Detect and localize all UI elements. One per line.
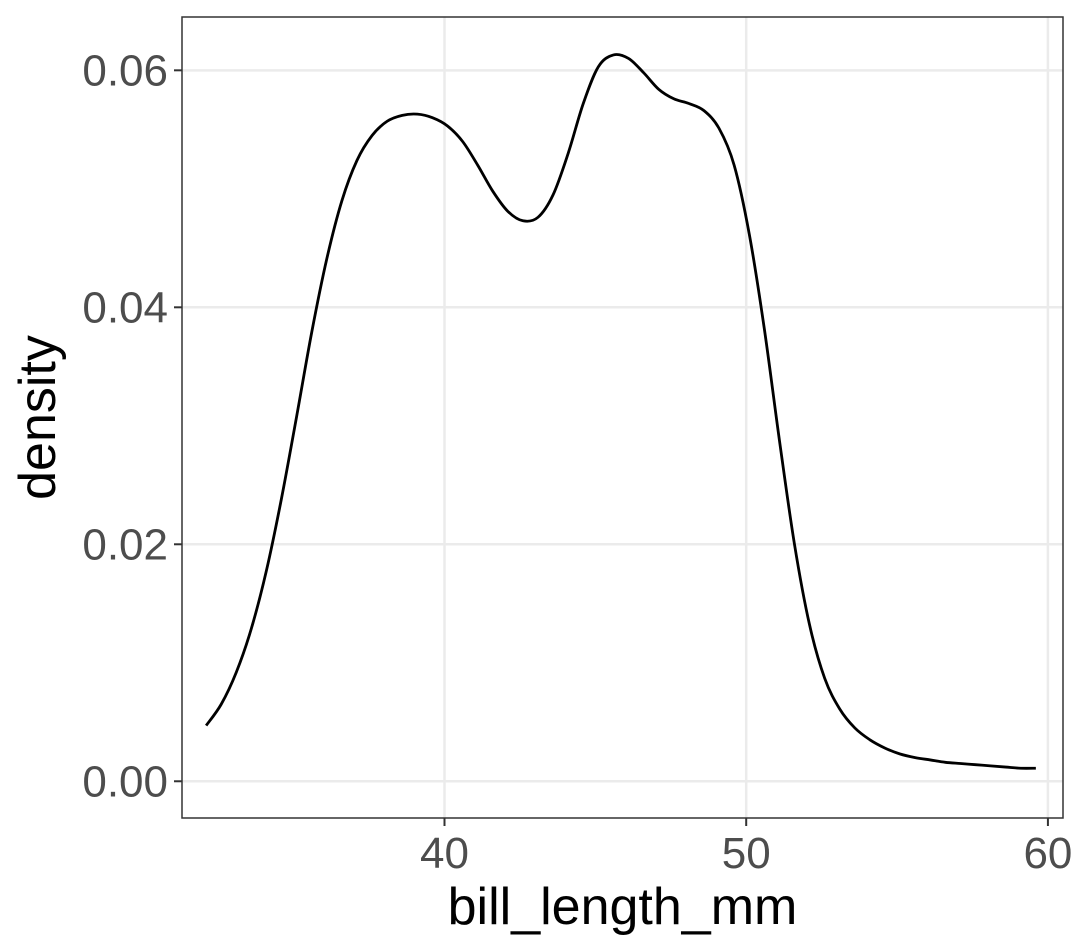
density-curve-0	[204, 53, 1036, 770]
x-axis-title: bill_length_mm	[448, 878, 798, 936]
y-tick-label-3: 0.06	[82, 46, 168, 95]
y-tick-label-2: 0.04	[82, 283, 168, 332]
x-tick-label-0: 40	[420, 829, 469, 878]
axes: 0.00 0.02 0.04 0.06 40 50 60	[82, 46, 1072, 878]
x-tick-label-1: 50	[722, 829, 771, 878]
y-axis-title: density	[9, 335, 67, 500]
gridlines	[182, 17, 1063, 818]
plot-area	[204, 53, 1036, 770]
x-tick-label-2: 60	[1023, 829, 1072, 878]
y-tick-label-0: 0.00	[82, 757, 168, 806]
panel-border	[181, 16, 1064, 819]
y-tick-label-1: 0.02	[82, 520, 168, 569]
